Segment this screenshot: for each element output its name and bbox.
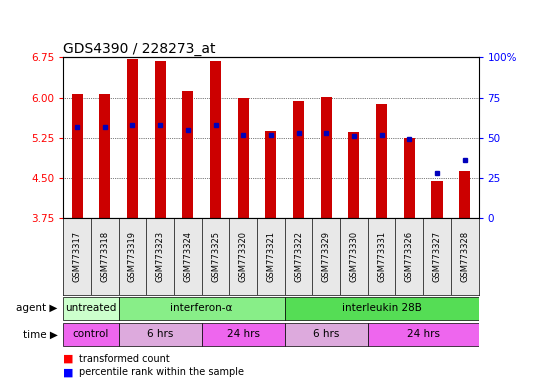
Text: ■: ■ (63, 367, 74, 377)
Text: GDS4390 / 228273_at: GDS4390 / 228273_at (63, 42, 216, 56)
Text: GSM773328: GSM773328 (460, 231, 469, 283)
Bar (119, 323, 202, 346)
Bar (348, 132, 360, 218)
Bar (431, 181, 443, 218)
Text: agent ▶: agent ▶ (16, 303, 58, 313)
Text: GSM773318: GSM773318 (100, 231, 109, 283)
Text: GSM773331: GSM773331 (377, 231, 386, 283)
Text: GSM773324: GSM773324 (183, 232, 192, 282)
Text: ■: ■ (63, 354, 74, 364)
Bar (202, 323, 285, 346)
Text: GSM773319: GSM773319 (128, 232, 137, 282)
Text: 6 hrs: 6 hrs (313, 329, 339, 339)
Text: 24 hrs: 24 hrs (227, 329, 260, 339)
Bar (210, 61, 221, 218)
Bar (376, 104, 387, 218)
Text: GSM773325: GSM773325 (211, 232, 220, 282)
Bar (321, 97, 332, 218)
Bar (285, 296, 478, 320)
Bar (459, 171, 470, 218)
Text: GSM773326: GSM773326 (405, 231, 414, 283)
Text: 24 hrs: 24 hrs (406, 329, 439, 339)
Text: interferon-α: interferon-α (170, 303, 233, 313)
Bar (63, 323, 119, 346)
Text: GSM773317: GSM773317 (73, 231, 81, 283)
Text: GSM773321: GSM773321 (266, 232, 276, 282)
Bar (265, 131, 277, 218)
Text: GSM773329: GSM773329 (322, 232, 331, 282)
Text: interleukin 28B: interleukin 28B (342, 303, 421, 313)
Text: time ▶: time ▶ (23, 329, 58, 339)
Text: percentile rank within the sample: percentile rank within the sample (79, 367, 244, 377)
Text: GSM773330: GSM773330 (349, 231, 359, 283)
Bar (293, 101, 304, 218)
Bar (368, 323, 478, 346)
Text: GSM773323: GSM773323 (156, 231, 164, 283)
Text: transformed count: transformed count (79, 354, 169, 364)
Text: 6 hrs: 6 hrs (147, 329, 173, 339)
Bar (182, 91, 194, 218)
Bar (63, 296, 119, 320)
Bar (99, 94, 111, 218)
Text: untreated: untreated (65, 303, 117, 313)
Bar (72, 94, 82, 218)
Bar (155, 61, 166, 218)
Text: GSM773322: GSM773322 (294, 232, 303, 282)
Bar (119, 296, 285, 320)
Bar (127, 59, 138, 218)
Bar (404, 138, 415, 218)
Bar (285, 323, 368, 346)
Text: control: control (73, 329, 109, 339)
Text: GSM773327: GSM773327 (432, 231, 442, 283)
Text: GSM773320: GSM773320 (239, 232, 248, 282)
Bar (238, 98, 249, 218)
